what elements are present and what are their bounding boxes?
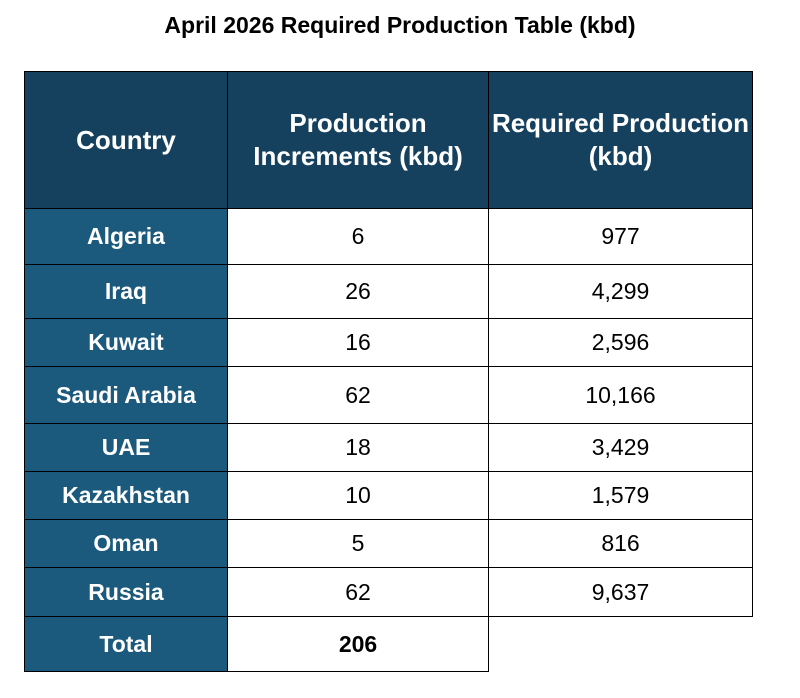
column-header-country: Country (24, 71, 228, 209)
table-row: Kuwait 16 2,596 (24, 318, 753, 367)
production-table: Country Production Increments (kbd) Requ… (24, 71, 753, 672)
country-cell: Kuwait (24, 318, 228, 367)
country-cell: Iraq (24, 264, 228, 319)
required-cell: 816 (488, 519, 753, 568)
country-cell: Saudi Arabia (24, 366, 228, 424)
increment-cell: 62 (227, 567, 489, 617)
column-header-required: Required Production (kbd) (488, 71, 753, 209)
header-row: Country Production Increments (kbd) Requ… (24, 71, 753, 209)
country-cell: Algeria (24, 208, 228, 265)
column-header-increments: Production Increments (kbd) (227, 71, 489, 209)
required-cell: 977 (488, 208, 753, 265)
empty-cell (488, 616, 753, 672)
increment-cell: 10 (227, 471, 489, 520)
table-title: April 2026 Required Production Table (kb… (164, 12, 636, 38)
increment-cell: 16 (227, 318, 489, 367)
country-cell: Kazakhstan (24, 471, 228, 520)
required-cell: 10,166 (488, 366, 753, 424)
country-cell: UAE (24, 423, 228, 472)
required-cell: 3,429 (488, 423, 753, 472)
table-body: Country Production Increments (kbd) Requ… (24, 71, 753, 672)
required-cell: 2,596 (488, 318, 753, 367)
table-row: Iraq 26 4,299 (24, 264, 753, 319)
country-cell: Oman (24, 519, 228, 568)
table-row: UAE 18 3,429 (24, 423, 753, 472)
table-row: Kazakhstan 10 1,579 (24, 471, 753, 520)
table-row: Algeria 6 977 (24, 208, 753, 265)
total-row: Total 206 (24, 616, 753, 672)
table-row: Saudi Arabia 62 10,166 (24, 366, 753, 424)
required-cell: 9,637 (488, 567, 753, 617)
increment-cell: 26 (227, 264, 489, 319)
required-cell: 4,299 (488, 264, 753, 319)
total-increment: 206 (227, 616, 489, 672)
table-row: Russia 62 9,637 (24, 567, 753, 617)
increment-cell: 62 (227, 366, 489, 424)
increment-cell: 5 (227, 519, 489, 568)
total-label: Total (24, 616, 228, 672)
increment-cell: 18 (227, 423, 489, 472)
required-cell: 1,579 (488, 471, 753, 520)
table-row: Oman 5 816 (24, 519, 753, 568)
increment-cell: 6 (227, 208, 489, 265)
country-cell: Russia (24, 567, 228, 617)
